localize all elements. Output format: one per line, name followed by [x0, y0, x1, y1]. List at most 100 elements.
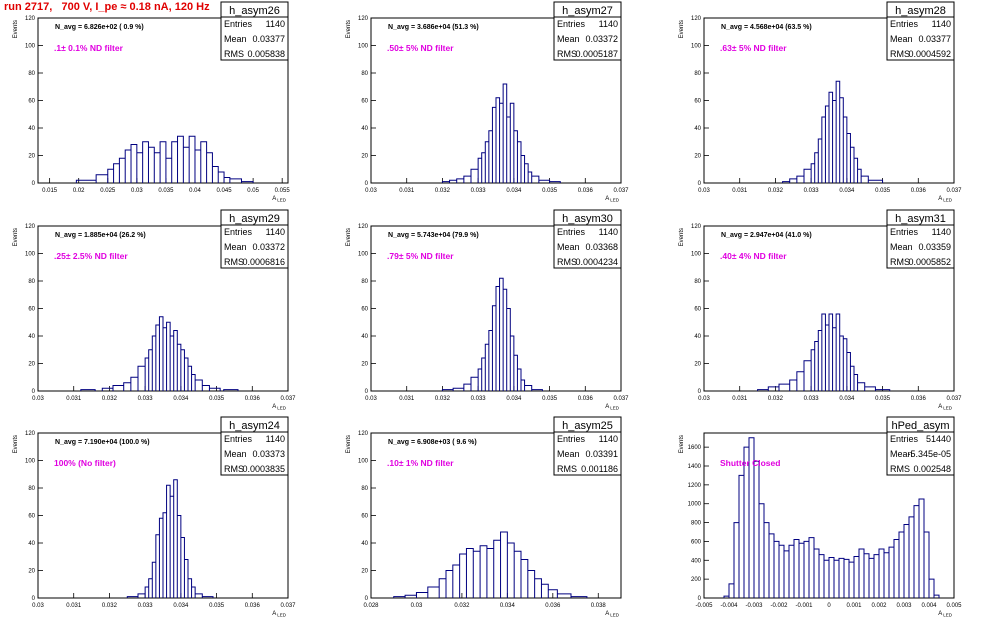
- x-tick-label: 0.03: [698, 188, 710, 194]
- histogram-bin: [541, 584, 548, 598]
- histogram-name: h_asym31: [895, 213, 946, 225]
- histogram-bin: [160, 142, 166, 183]
- x-tick-label: 0.03: [365, 396, 377, 402]
- histogram-name: hPed_asym: [891, 420, 949, 432]
- y-tick-label: 40: [28, 126, 35, 132]
- histogram-name: h_asym27: [562, 5, 613, 17]
- histogram-bin: [521, 560, 528, 599]
- x-tick-label: 0.045: [217, 188, 233, 194]
- y-tick-label: 20: [361, 569, 368, 575]
- x-tick-label: 0.005: [946, 603, 962, 609]
- histogram-bin: [824, 560, 829, 598]
- histogram-bin: [137, 153, 143, 183]
- histogram-bin: [138, 594, 145, 598]
- y-tick-label: 100: [358, 459, 369, 465]
- stats-box: h_asym29 Entries 1140 Mean 0.03372 RMS0.00068…: [220, 209, 289, 269]
- histogram-bin: [525, 164, 529, 183]
- histogram-bin: [790, 380, 797, 391]
- x-axis-label: ALED: [938, 404, 953, 411]
- stats-value: 0.0006816: [242, 257, 285, 267]
- histogram-bin: [184, 560, 188, 599]
- histogram-outline: [393, 531, 588, 598]
- y-tick-label: 0: [698, 181, 702, 187]
- x-tick-label: 0.037: [613, 396, 629, 402]
- stats-value: 0.0003835: [242, 464, 285, 474]
- histogram-bin: [202, 386, 209, 392]
- histogram-panel-h-asym24: 0.03 0.031 0.032 0.033 0.034 0.035 0.036 0.037 0…: [13, 416, 296, 618]
- x-tick-label: -0.003: [745, 603, 763, 609]
- histogram-bin: [804, 361, 811, 391]
- stats-box: h_asym28 Entries 1140 Mean 0.03377 RMS0.00045…: [886, 1, 955, 61]
- histogram-bin: [482, 153, 486, 183]
- y-tick-label: 40: [694, 126, 701, 132]
- histogram-bin: [884, 553, 889, 598]
- x-tick-label: 0.034: [173, 396, 189, 402]
- histogram-bin: [840, 98, 844, 183]
- stats-box: h_asym30 Entries 1140 Mean 0.03368 RMS0.00042…: [553, 209, 622, 269]
- stats-value: 0.005838: [247, 49, 285, 59]
- histogram-bin: [517, 369, 521, 391]
- y-tick-label: 40: [28, 541, 35, 547]
- histogram-bin: [96, 175, 108, 183]
- histogram-bin: [166, 158, 172, 183]
- histogram-bin: [774, 541, 779, 598]
- y-tick-label: 0: [365, 596, 369, 602]
- y-tick-label: 20: [28, 362, 35, 368]
- stats-label: RMS: [890, 49, 910, 59]
- x-tick-label: 0.034: [506, 396, 522, 402]
- x-tick-label: 0.015: [42, 188, 58, 194]
- histogram-bin: [464, 384, 471, 391]
- histogram-bin: [836, 81, 840, 183]
- filter-note: .40± 4% ND filter: [720, 251, 787, 261]
- n-avg-note: N_avg = 6.826e+02 ( 0.9 %): [55, 24, 144, 31]
- x-tick-label: 0.036: [911, 396, 927, 402]
- x-tick-label: 0.032: [435, 188, 451, 194]
- histogram-bin: [500, 278, 504, 391]
- y-tick-label: 40: [361, 334, 368, 340]
- x-axis-label: ALED: [272, 611, 287, 618]
- x-tick-label: 0.03: [32, 603, 44, 609]
- filter-note: .10± 1% ND filter: [387, 458, 454, 468]
- x-axis-label-subscript: LED: [943, 198, 953, 203]
- stats-label: RMS: [890, 464, 910, 474]
- y-axis-label: Events: [13, 20, 19, 38]
- y-tick-label: 60: [28, 514, 35, 520]
- histogram-bin: [744, 447, 749, 598]
- stats-frame: [886, 416, 955, 476]
- histogram-bin: [929, 579, 934, 598]
- stats-value: 1140: [599, 434, 618, 444]
- x-tick-label: 0.031: [732, 188, 748, 194]
- histogram-bin: [865, 387, 876, 391]
- histogram-bin: [145, 358, 149, 391]
- y-axis-label: Events: [679, 435, 685, 453]
- n-avg-note: N_avg = 1.885e+04 (26.2 %): [55, 232, 146, 239]
- x-tick-label: 0.035: [209, 396, 225, 402]
- y-tick-label: 100: [25, 44, 36, 50]
- histogram-bin: [844, 559, 849, 598]
- histogram-bin: [181, 538, 185, 599]
- histogram-bin: [124, 383, 131, 391]
- y-tick-label: 40: [28, 334, 35, 340]
- histogram-bin: [836, 314, 840, 391]
- y-tick-label: 120: [358, 16, 369, 22]
- histogram-bin: [159, 518, 163, 598]
- histogram-bin: [854, 375, 858, 392]
- histogram-bin: [894, 540, 899, 598]
- histogram-bin: [446, 571, 453, 599]
- stats-value: 0.001186: [581, 464, 618, 474]
- histogram-bin: [849, 562, 854, 598]
- y-axis-label: Events: [346, 435, 352, 453]
- stats-label: RMS: [224, 464, 244, 474]
- stats-box: h_asym31 Entries 1140 Mean 0.03359 RMS0.00058…: [886, 209, 955, 269]
- stats-value: 0.0005187: [575, 49, 618, 59]
- stats-label: Mean: [890, 449, 913, 459]
- histogram-bin: [829, 314, 833, 391]
- stats-label: Mean: [224, 34, 247, 44]
- stats-label: RMS: [557, 257, 577, 267]
- histogram-bin: [148, 147, 154, 183]
- stats-frame: [886, 209, 955, 269]
- histogram-bin: [799, 543, 804, 598]
- histogram-outline: [80, 316, 239, 391]
- stats-value: 1140: [266, 434, 285, 444]
- stats-label: Mean: [557, 34, 580, 44]
